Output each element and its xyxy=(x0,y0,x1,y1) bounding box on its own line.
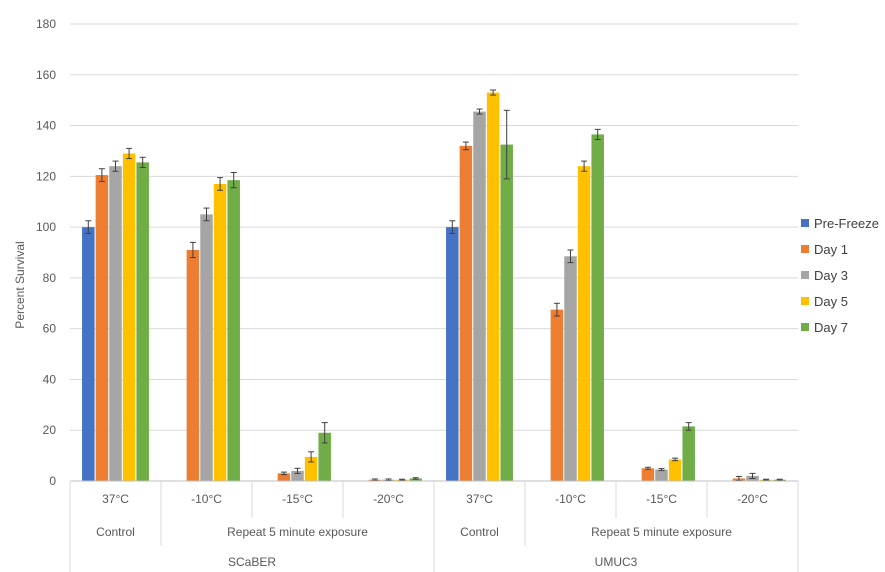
legend-label: Day 7 xyxy=(814,320,848,335)
bar xyxy=(550,309,564,481)
bar xyxy=(655,469,668,481)
group-label: Control xyxy=(96,525,135,539)
bar xyxy=(200,214,213,481)
y-tick-label: 160 xyxy=(36,68,56,82)
x-axis: 37°C -10°C -15°C -20°C 37°C -10°C -15°C -20°C Co… xyxy=(69,480,799,572)
bar xyxy=(291,470,304,481)
legend-swatch xyxy=(801,219,809,227)
y-tick-label: 0 xyxy=(49,474,56,488)
bar xyxy=(564,256,577,481)
group-label: Repeat 5 minute exposure xyxy=(591,525,732,539)
x-tick-label: -15°C xyxy=(646,492,677,506)
legend-swatch xyxy=(801,271,809,279)
y-tick-label: 40 xyxy=(43,372,57,386)
bar xyxy=(577,166,591,481)
x-tick-label: -10°C xyxy=(191,492,222,506)
group-label: Control xyxy=(460,525,499,539)
legend-swatch xyxy=(801,297,809,305)
bar xyxy=(186,249,200,481)
x-tick-label: -15°C xyxy=(282,492,313,506)
bars xyxy=(82,92,786,482)
bar xyxy=(82,227,95,481)
bar xyxy=(591,134,604,482)
legend-swatch xyxy=(801,323,809,331)
x-tick-label: 37°C xyxy=(466,492,493,506)
bar xyxy=(227,180,240,481)
bar xyxy=(682,426,695,481)
legend-label: Day 3 xyxy=(814,268,848,283)
bar xyxy=(500,144,513,481)
x-tick-label: -20°C xyxy=(373,492,404,506)
y-tick-label: 140 xyxy=(36,119,56,133)
bar xyxy=(473,111,486,481)
bar xyxy=(304,456,318,481)
y-tick-label: 100 xyxy=(36,220,56,234)
gridlines xyxy=(70,23,798,482)
y-tick-label: 180 xyxy=(36,17,56,31)
x-tick-label: -20°C xyxy=(737,492,768,506)
bar xyxy=(318,432,331,481)
bar xyxy=(446,227,459,481)
legend: Pre-Freeze Day 1 Day 3 Day 5 Day 7 xyxy=(801,216,879,335)
legend-label: Day 5 xyxy=(814,294,848,309)
y-tick-label: 120 xyxy=(36,169,56,183)
bar xyxy=(109,166,122,481)
group-label: Repeat 5 minute exposure xyxy=(227,525,368,539)
legend-swatch xyxy=(801,245,809,253)
legend-label: Day 1 xyxy=(814,242,848,257)
error-bars xyxy=(85,89,783,481)
y-axis-tick-labels: 0 20 40 60 80 100 120 140 160 180 xyxy=(36,17,56,488)
bar xyxy=(641,468,655,481)
y-tick-label: 80 xyxy=(43,271,57,285)
bar xyxy=(136,162,149,481)
supergroup-label: SCaBER xyxy=(228,555,276,569)
legend-label: Pre-Freeze xyxy=(814,216,879,231)
bar xyxy=(459,145,473,481)
x-tick-label: 37°C xyxy=(102,492,129,506)
bar xyxy=(668,459,682,481)
y-tick-label: 60 xyxy=(43,322,57,336)
supergroup-label: UMUC3 xyxy=(595,555,638,569)
y-axis-title: Percent Survival xyxy=(13,241,27,328)
bar xyxy=(213,183,227,481)
x-tick-label: -10°C xyxy=(555,492,586,506)
bar xyxy=(122,153,136,481)
bar xyxy=(95,175,109,481)
bar xyxy=(409,478,422,481)
y-tick-label: 20 xyxy=(43,423,57,437)
bar xyxy=(277,473,291,481)
bar xyxy=(486,92,500,482)
